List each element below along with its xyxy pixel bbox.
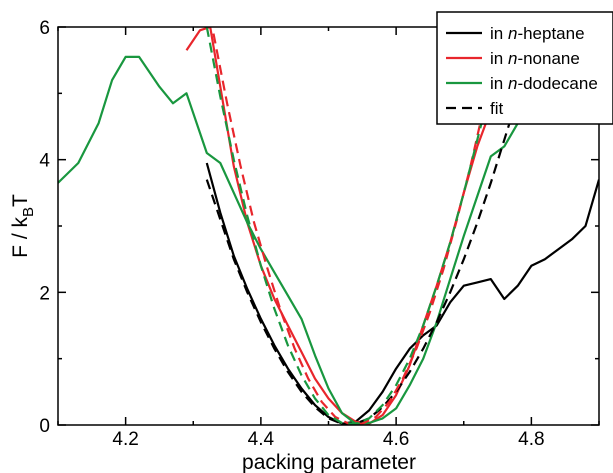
x-axis-label: packing parameter (242, 451, 416, 473)
y-tick-label: 2 (39, 283, 50, 304)
series-line-4 (212, 33, 499, 425)
legend-label-italic: n (508, 74, 517, 93)
tick-labels-layer: 4.2 4.4 4.6 4.8 0 2 4 6 (39, 18, 544, 450)
y-axis-label-sub: B (20, 207, 37, 217)
legend-label: fit (490, 99, 504, 118)
legend-label-italic: n (508, 49, 517, 68)
legend-label-suffix: -heptane (517, 24, 584, 43)
x-tick-label: 4.6 (383, 429, 409, 450)
legend-label-suffix: -nonane (517, 49, 579, 68)
y-axis-label-main: F / k (9, 217, 32, 258)
legend-label-prefix: in (490, 24, 508, 43)
x-tick-label: 4.8 (518, 429, 544, 450)
legend-label: in n-heptane (490, 24, 585, 43)
y-tick-label: 6 (39, 18, 50, 39)
x-tick-label: 4.2 (112, 429, 138, 450)
legend-label: in n-dodecane (490, 74, 598, 93)
y-axis-label-suffix: T (9, 194, 32, 207)
series-layer (58, 27, 599, 425)
series-line-3 (205, 96, 519, 425)
legend-label: in n-nonane (490, 49, 580, 68)
series-line-0 (205, 162, 599, 425)
legend-label-italic: n (508, 24, 517, 43)
series-line-5 (205, 27, 519, 425)
y-axis-label: F / kBT (9, 194, 37, 258)
legend-label-suffix: -dodecane (517, 74, 597, 93)
x-tick-label: 4.4 (248, 429, 275, 450)
legend-box (436, 11, 613, 125)
legend-label-prefix: in (490, 49, 508, 68)
series-line-2 (58, 55, 519, 425)
y-tick-label: 4 (39, 151, 50, 172)
y-tick-label: 0 (39, 416, 50, 437)
legend-label-suffix: fit (490, 99, 504, 118)
legend-label-prefix: in (490, 74, 508, 93)
